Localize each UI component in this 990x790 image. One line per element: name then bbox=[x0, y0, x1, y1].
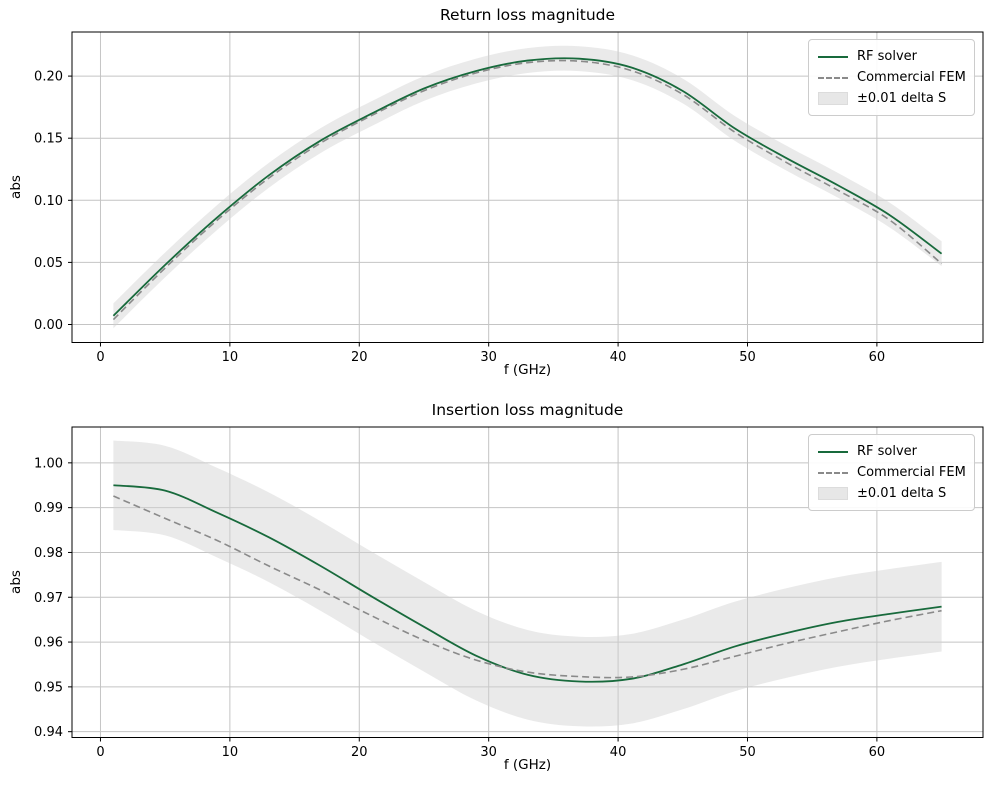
x-tick-label: 50 bbox=[739, 745, 756, 760]
axes-spines bbox=[71, 426, 984, 738]
legend: RF solver Commercial FEM ±0.01 delta S bbox=[808, 39, 975, 116]
legend-item-rf-solver: RF solver bbox=[818, 46, 965, 67]
x-tick-label: 10 bbox=[222, 745, 239, 760]
legend-item-rf-solver: RF solver bbox=[818, 441, 965, 462]
rf-solver-line-swatch bbox=[818, 55, 848, 58]
x-tick-label: 20 bbox=[351, 745, 368, 760]
chart-title: Return loss magnitude bbox=[439, 6, 616, 24]
insertion-loss-subplot: Insertion loss magnitude abs 0 10 20 30 40 50… bbox=[0, 395, 990, 790]
x-tick-label: 10 bbox=[222, 350, 239, 365]
y-tick-label: 0.94 bbox=[34, 725, 63, 740]
rf-solver-line bbox=[112, 57, 943, 317]
commercial-fem-line bbox=[112, 59, 943, 321]
legend-label: Commercial FEM bbox=[857, 465, 966, 480]
legend-label: Commercial FEM bbox=[857, 70, 966, 85]
legend-item-delta-band: ±0.01 delta S bbox=[818, 88, 965, 109]
y-tick-label: 0.95 bbox=[34, 680, 63, 695]
legend-label: ±0.01 delta S bbox=[857, 91, 947, 106]
delta-s-band-area bbox=[113, 440, 942, 727]
y-tick-label: 1.00 bbox=[34, 456, 63, 471]
y-tick-label: 0.05 bbox=[34, 256, 63, 271]
delta-band-patch-swatch bbox=[818, 487, 848, 500]
y-tick-label: 0.98 bbox=[34, 546, 63, 561]
x-tick-label: 0 bbox=[96, 745, 104, 760]
delta-band-patch-swatch bbox=[818, 92, 848, 105]
y-tick-label: 0.97 bbox=[34, 591, 63, 606]
x-tick-label: 30 bbox=[480, 745, 497, 760]
chart-title: Insertion loss magnitude bbox=[431, 401, 624, 419]
x-tick-label: 40 bbox=[610, 350, 627, 365]
y-tick-label: 0.96 bbox=[34, 636, 63, 651]
legend-item-commercial-fem: Commercial FEM bbox=[818, 67, 966, 88]
x-axis-label: f (GHz) bbox=[503, 362, 552, 378]
legend-item-commercial-fem: Commercial FEM bbox=[818, 462, 966, 483]
rf-solver-line bbox=[113, 484, 942, 683]
y-tick-label: 0.99 bbox=[34, 501, 63, 516]
x-tick-label: 50 bbox=[739, 350, 756, 365]
y-tick-label: 0.00 bbox=[34, 318, 63, 333]
return-loss-subplot: Return loss magnitude abs 0 10 20 30 40 50 60 0… bbox=[8, 6, 984, 378]
legend-label: RF solver bbox=[857, 444, 918, 459]
delta-s-band-area bbox=[113, 45, 942, 329]
x-tick-label: 60 bbox=[869, 350, 886, 365]
insertion-loss-plot-area: 0 10 20 30 40 50 60 0.94 0.95 0.96 0.97 0.98 0.99 1.0… bbox=[34, 426, 984, 760]
x-tick-label: 0 bbox=[96, 350, 104, 365]
commercial-fem-line bbox=[113, 495, 942, 679]
y-tick-label: 0.15 bbox=[34, 132, 63, 147]
x-tick-label: 60 bbox=[869, 745, 886, 760]
legend: RF solver Commercial FEM ±0.01 delta S bbox=[808, 434, 975, 511]
rf-solver-line-swatch bbox=[818, 450, 848, 453]
legend-item-delta-band: ±0.01 delta S bbox=[818, 483, 965, 504]
x-axis-label: f (GHz) bbox=[503, 757, 552, 773]
y-tick-label: 0.10 bbox=[34, 194, 63, 209]
legend-label: ±0.01 delta S bbox=[857, 486, 947, 501]
x-tick-label: 30 bbox=[480, 350, 497, 365]
commercial-fem-line-swatch bbox=[818, 471, 848, 474]
x-tick-label: 40 bbox=[610, 745, 627, 760]
x-tick-label: 20 bbox=[351, 350, 368, 365]
legend-label: RF solver bbox=[857, 49, 918, 64]
y-tick-label: 0.20 bbox=[34, 70, 63, 85]
axes-spines bbox=[71, 31, 984, 343]
commercial-fem-line-swatch bbox=[818, 76, 848, 79]
